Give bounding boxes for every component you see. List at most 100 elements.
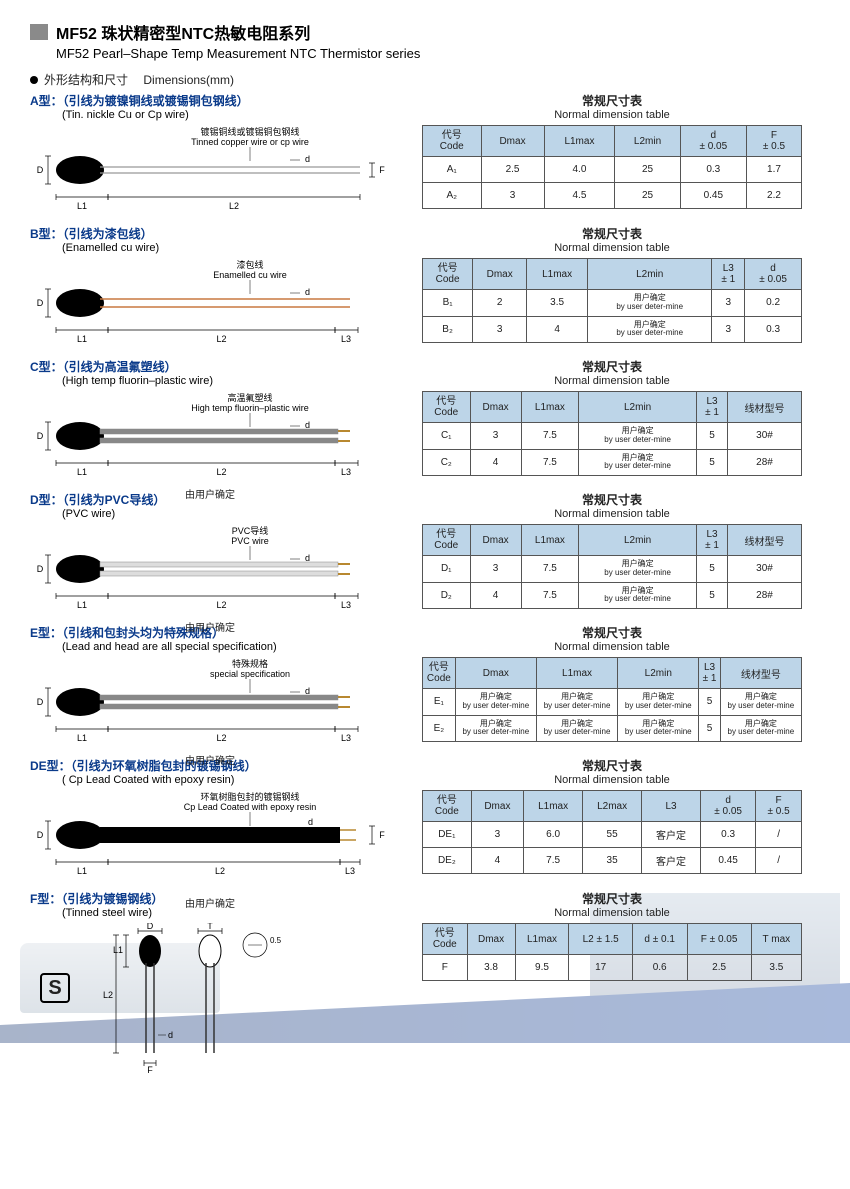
col-header: F ± 0.05 (687, 924, 751, 955)
cell: 3 (470, 556, 521, 583)
svg-text:D: D (37, 165, 44, 175)
cell: 5 (699, 715, 720, 742)
dimension-table-A: 代号CodeDmaxL1maxL2mind± 0.05F± 0.5A₁2.54.… (422, 125, 802, 209)
col-header: d± 0.05 (680, 126, 746, 157)
cell: 4 (527, 316, 588, 343)
cell: 2 (473, 290, 527, 317)
svg-text:d: d (305, 420, 310, 430)
dimension-table-DE: 代号CodeDmaxL1maxL2maxL3d± 0.05F± 0.5DE₁36… (422, 790, 802, 874)
title-cn: MF52 珠状精密型NTC热敏电阻系列 (56, 20, 310, 44)
cell-code: C₁ (423, 423, 471, 450)
col-code: 代号Code (423, 658, 456, 689)
svg-text:L3: L3 (341, 733, 351, 743)
s-mark-icon: S (40, 973, 70, 1003)
svg-text:F: F (379, 165, 385, 175)
cell: 用户确定by user deter-mine (587, 290, 711, 317)
svg-text:特殊规格: 特殊规格 (232, 658, 268, 669)
cell: 4 (471, 848, 523, 874)
cell: 5 (699, 689, 720, 716)
col-header: L3± 1 (697, 525, 728, 556)
col-header: Dmax (467, 924, 515, 955)
svg-text:漆包线: 漆包线 (236, 259, 263, 270)
cell: 用户确定by user deter-mine (536, 689, 617, 716)
type-sub-A: (Tin. nickle Cu or Cp wire) (62, 109, 410, 121)
svg-text:D: D (37, 697, 44, 707)
col-header: L3± 1 (712, 259, 745, 290)
svg-text:L3: L3 (341, 600, 351, 610)
table-title-en: Normal dimension table (422, 109, 802, 121)
col-header: Dmax (470, 525, 521, 556)
cell: 用户确定by user deter-mine (720, 689, 801, 716)
svg-text:D: D (37, 431, 44, 441)
svg-text:环氧树脂包封的镀锡钢线: 环氧树脂包封的镀锡钢线 (200, 791, 299, 802)
table-title-en: Normal dimension table (422, 907, 802, 919)
svg-text:d: d (168, 1030, 173, 1040)
cell-code: B₁ (423, 290, 473, 317)
col-code: 代号Code (423, 259, 473, 290)
type-sub-B: (Enamelled cu wire) (62, 242, 410, 254)
cell: 用户确定by user deter-mine (618, 689, 699, 716)
cell: 用户确定by user deter-mine (455, 715, 536, 742)
col-header: d± 0.05 (745, 259, 802, 290)
table-title-cn: 常规尺寸表 (422, 225, 802, 242)
cell: 7.5 (521, 582, 579, 609)
cell: 17 (569, 955, 632, 981)
svg-text:d: d (305, 154, 310, 164)
svg-text:D: D (37, 830, 44, 840)
user-det-note: 由用户确定 (30, 619, 390, 634)
cell: 0.2 (745, 290, 802, 317)
cell: 用户确定by user deter-mine (618, 715, 699, 742)
section-A: A型：（引线为镀镍铜线或镀锡铜包钢线）(Tin. nickle Cu or Cp… (30, 92, 820, 215)
table-row: D₂47.5用户确定by user deter-mine528# (423, 582, 802, 609)
table-row: E₁用户确定by user deter-mine用户确定by user dete… (423, 689, 802, 716)
svg-text:L3: L3 (341, 334, 351, 344)
col-header: L2min (579, 392, 697, 423)
dim-cn: 外形结构和尺寸 (44, 71, 128, 88)
cell: 2.5 (481, 157, 544, 183)
cell: 3 (471, 822, 523, 848)
svg-text:D: D (37, 298, 44, 308)
cell: 用户确定by user deter-mine (587, 316, 711, 343)
cell-code: A₁ (423, 157, 482, 183)
cell: 7.5 (521, 423, 579, 450)
table-title-cn: 常规尺寸表 (422, 890, 802, 907)
col-header: L1max (521, 525, 579, 556)
user-det-note: 由用户确定 (30, 486, 390, 501)
cell-code: DE₂ (423, 848, 472, 874)
table-row: B₁23.5用户确定by user deter-mine30.2 (423, 290, 802, 317)
table-title-en: Normal dimension table (422, 508, 802, 520)
cell-code: B₂ (423, 316, 473, 343)
cell: 用户确定by user deter-mine (579, 556, 697, 583)
cell: 28# (727, 582, 801, 609)
cell: 7.5 (521, 556, 579, 583)
col-header: L2min (579, 525, 697, 556)
svg-text:special specification: special specification (210, 669, 290, 679)
type-label-C: C型：（引线为高温氟塑线） (30, 358, 410, 375)
cell: 55 (583, 822, 642, 848)
cell: 9.5 (515, 955, 569, 981)
cell-code: DE₁ (423, 822, 472, 848)
cell: 5 (697, 582, 728, 609)
table-title-cn: 常规尺寸表 (422, 92, 802, 109)
col-header: L2min (615, 126, 680, 157)
cell: 5 (697, 449, 728, 476)
thermistor-diagram: 高温氟塑线High temp fluorin–plastic wired D L… (30, 391, 390, 481)
col-header: L2min (587, 259, 711, 290)
title-accent-block (30, 24, 48, 40)
col-header: L1max (515, 924, 569, 955)
col-header: L2 ± 1.5 (569, 924, 632, 955)
cell: 2.2 (746, 183, 801, 209)
type-label-A: A型：（引线为镀镍铜线或镀锡铜包钢线） (30, 92, 410, 109)
cell: 30# (727, 556, 801, 583)
title-en: MF52 Pearl–Shape Temp Measurement NTC Th… (56, 46, 820, 61)
table-title-en: Normal dimension table (422, 242, 802, 254)
table-title-en: Normal dimension table (422, 774, 802, 786)
type-sub-E: (Lead and head are all special specifica… (62, 641, 410, 653)
dimensions-heading: 外形结构和尺寸 Dimensions(mm) (30, 71, 820, 88)
col-header: L3 (642, 791, 701, 822)
cell: 28# (727, 449, 801, 476)
cell: 用户确定by user deter-mine (579, 582, 697, 609)
col-header: Dmax (481, 126, 544, 157)
col-header: L2max (583, 791, 642, 822)
svg-text:L1: L1 (77, 866, 87, 876)
